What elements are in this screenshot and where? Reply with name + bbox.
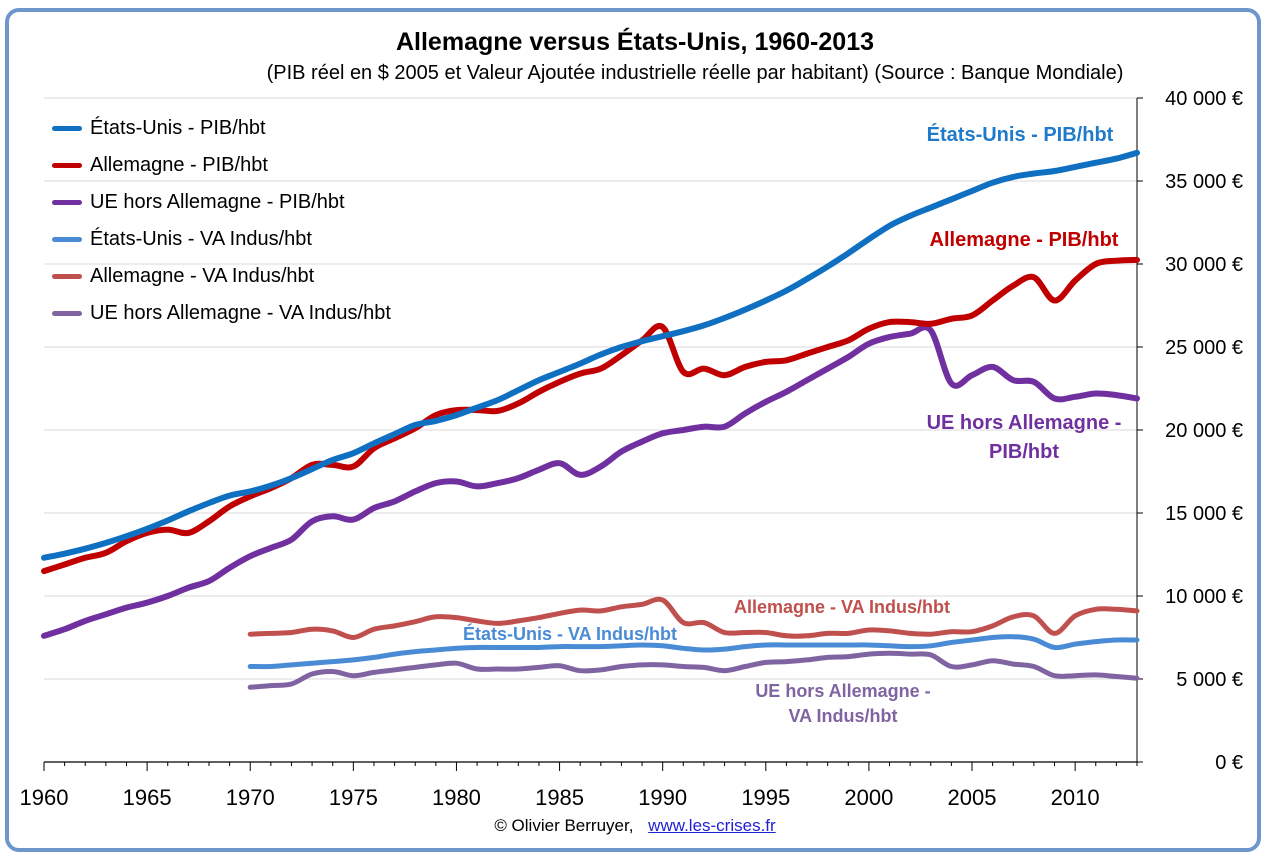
footer-credit: © Olivier Berruyer, <box>494 816 634 835</box>
annotation-line: Allemagne - PIB/hbt <box>930 229 1119 251</box>
legend-item: États-Unis - PIB/hbt <box>52 110 391 147</box>
annotation-line: États-Unis - PIB/hbt <box>927 123 1114 146</box>
x-tick-label: 1985 <box>535 785 584 810</box>
legend-label: Allemagne - PIB/hbt <box>90 154 268 176</box>
series-line-3 <box>247 634 1140 670</box>
x-tick-label: 1980 <box>432 785 481 810</box>
y-tick-label: 0 € <box>1215 752 1243 774</box>
annotation-line: États-Unis - VA Indus/hbt <box>463 623 677 644</box>
legend-swatch <box>52 163 82 168</box>
y-tick-label: 15 000 € <box>1165 503 1243 525</box>
series-line-5 <box>247 650 1140 690</box>
footer: © Olivier Berruyer, www.les-crises.fr <box>0 816 1270 836</box>
legend-item: Allemagne - VA Indus/hbt <box>52 258 391 295</box>
x-tick-label: 2005 <box>948 785 997 810</box>
series-annotation: États-Unis - VA Indus/hbt <box>463 623 677 644</box>
x-tick-label: 2010 <box>1051 785 1100 810</box>
series-annotation: UE hors Allemagne - PIB/hbt <box>927 412 1122 463</box>
y-tick-label: 30 000 € <box>1165 254 1243 276</box>
annotation-line: Allemagne - VA Indus/hbt <box>734 597 950 617</box>
legend-swatch <box>52 237 82 242</box>
chart-subtitle: (PIB réel en $ 2005 et Valeur Ajoutée in… <box>266 62 1124 84</box>
x-tick-label: 1960 <box>20 785 69 810</box>
legend-label: UE hors Allemagne - VA Indus/hbt <box>90 302 391 324</box>
annotation-line: UE hors Allemagne - <box>927 412 1122 434</box>
legend-swatch <box>52 200 82 205</box>
series-line-2 <box>41 324 1140 639</box>
legend-swatch <box>52 274 82 279</box>
footer-link[interactable]: www.les-crises.fr <box>648 816 776 835</box>
chart-title: Allemagne versus États-Unis, 1960-2013 <box>395 28 874 56</box>
x-tick-label: 2000 <box>844 785 893 810</box>
legend-item: UE hors Allemagne - VA Indus/hbt <box>52 295 391 332</box>
series-annotation: Allemagne - PIB/hbt <box>930 229 1119 251</box>
series-line-1 <box>41 256 1140 575</box>
series-line-4 <box>247 596 1140 640</box>
y-tick-label: 20 000 € <box>1165 420 1243 442</box>
legend-swatch <box>52 126 82 131</box>
legend-label: États-Unis - PIB/hbt <box>90 117 266 139</box>
legend-label: UE hors Allemagne - PIB/hbt <box>90 191 345 213</box>
y-tick-label: 25 000 € <box>1165 337 1243 359</box>
series-line-0 <box>41 149 1140 561</box>
series-annotation: Allemagne - VA Indus/hbt <box>734 597 950 617</box>
legend-swatch <box>52 311 82 316</box>
y-tick-label: 5 000 € <box>1176 669 1243 691</box>
annotation-line: UE hors Allemagne - <box>755 681 930 701</box>
x-tick-label: 1995 <box>741 785 790 810</box>
legend-label: Allemagne - VA Indus/hbt <box>90 265 315 287</box>
x-tick-label: 1990 <box>638 785 687 810</box>
y-tick-label: 10 000 € <box>1165 586 1243 608</box>
legend-item: UE hors Allemagne - PIB/hbt <box>52 184 391 221</box>
chart-legend: États-Unis - PIB/hbt Allemagne - PIB/hbt U… <box>52 110 391 332</box>
legend-label: États-Unis - VA Indus/hbt <box>90 228 312 250</box>
x-tick-label: 1965 <box>123 785 172 810</box>
annotation-line: VA Indus/hbt <box>789 706 898 726</box>
legend-item: Allemagne - PIB/hbt <box>52 147 391 184</box>
y-tick-label: 40 000 € <box>1165 88 1243 110</box>
series-annotation: États-Unis - PIB/hbt <box>927 123 1114 146</box>
annotation-line: PIB/hbt <box>989 441 1059 463</box>
series-annotation: UE hors Allemagne - VA Indus/hbt <box>755 681 930 726</box>
x-tick-label: 1975 <box>329 785 378 810</box>
legend-item: États-Unis - VA Indus/hbt <box>52 221 391 258</box>
y-tick-label: 35 000 € <box>1165 171 1243 193</box>
x-tick-label: 1970 <box>226 785 275 810</box>
